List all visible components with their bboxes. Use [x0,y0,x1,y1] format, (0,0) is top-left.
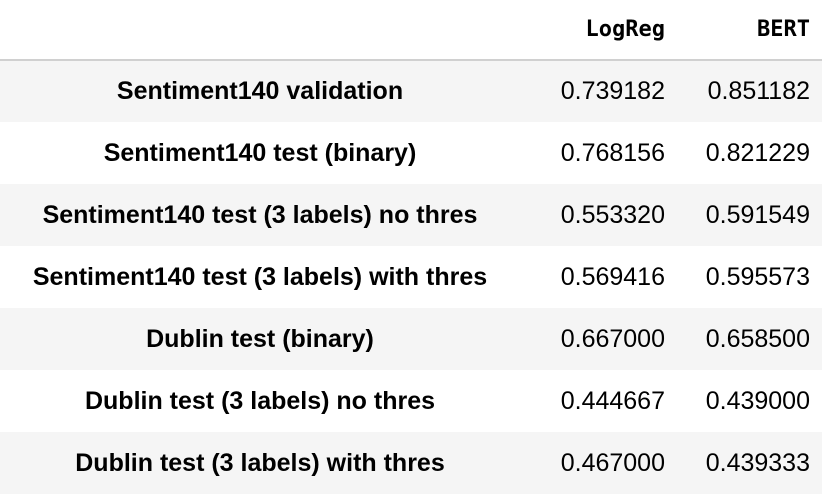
row-label: Sentiment140 test (3 labels) no thres [42,200,478,229]
cell-bert: 0.591549 [705,200,810,229]
cell-bert: 0.821229 [705,138,810,167]
table-row: Sentiment140 test (binary) 0.768156 0.82… [0,122,822,184]
row-label: Sentiment140 test (binary) [103,138,417,167]
cell-bert: 0.658500 [705,324,810,353]
cell-bert: 0.595573 [705,262,810,291]
table-header: LogReg BERT [0,0,822,60]
table-row: Dublin test (binary) 0.667000 0.658500 [0,308,822,370]
cell-logreg: 0.467000 [560,448,665,477]
cell-logreg: 0.667000 [560,324,665,353]
cell-logreg: 0.569416 [560,262,665,291]
table-row: Dublin test (3 labels) with thres 0.4670… [0,432,822,494]
cell-bert: 0.439333 [705,448,810,477]
cell-logreg: 0.553320 [560,200,665,229]
header-row: LogReg BERT [0,0,822,60]
row-label: Sentiment140 validation [116,77,404,105]
cell-logreg: 0.444667 [560,386,665,415]
row-label: Sentiment140 test (3 labels) with thres [32,262,488,291]
cell-logreg: 0.739182 [560,77,665,105]
row-label: Dublin test (3 labels) no thres [84,386,436,415]
table-row: Sentiment140 validation 0.739182 0.85118… [0,60,822,122]
row-label: Dublin test (binary) [146,324,374,353]
cell-logreg: 0.768156 [560,138,665,167]
row-label: Dublin test (3 labels) with thres [75,448,445,477]
table-row: Sentiment140 test (3 labels) with thres … [0,246,822,308]
table-row: Sentiment140 test (3 labels) no thres 0.… [0,184,822,246]
cell-bert: 0.439000 [705,386,810,415]
table-body: Sentiment140 validation 0.739182 0.85118… [0,60,822,494]
table-row: Dublin test (3 labels) no thres 0.444667… [0,370,822,432]
column-header-bert: BERT [757,17,810,42]
cell-bert: 0.851182 [707,77,810,105]
index-header [0,0,520,60]
column-header-logreg: LogReg [585,17,665,42]
